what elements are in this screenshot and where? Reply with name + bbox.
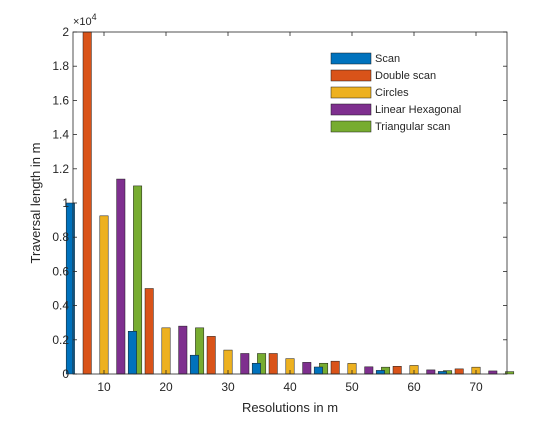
legend-label: Scan	[375, 53, 400, 65]
y-tick-label: 1.4	[52, 128, 69, 142]
x-axis-label: Resolutions in m	[242, 400, 338, 415]
bar-linear-hexagonal-50	[364, 366, 374, 375]
legend: Scan Double scan Circles Linear Hexagonal Tr…	[323, 47, 471, 138]
bar-linear-hexagonal-60	[426, 369, 436, 375]
bar-linear-hexagonal-70	[488, 370, 498, 375]
y-tick-label: 2	[62, 25, 69, 39]
y-tick-label: 0.6	[52, 264, 69, 278]
bar-double-scan-30	[206, 336, 216, 375]
x-tick-label: 20	[159, 380, 173, 394]
x-ticks: 10 20 30 40 50 60 70	[97, 32, 483, 394]
bar-double-scan-60	[392, 366, 402, 375]
bar-scan-60	[375, 370, 385, 375]
x-tick-label: 70	[469, 380, 483, 394]
bar-scan-40	[251, 362, 261, 375]
y-tick-label: 0	[62, 367, 69, 381]
bar-linear-hexagonal-40	[302, 362, 312, 375]
x-tick-label: 50	[345, 380, 359, 394]
legend-swatch	[330, 86, 372, 99]
bar-double-scan-70	[454, 368, 464, 375]
bar-double-scan-40	[268, 353, 278, 375]
bar-linear-hexagonal-30	[240, 353, 250, 375]
x-tick-label: 60	[407, 380, 421, 394]
bar-circles-10	[99, 215, 109, 375]
x-tick-label: 30	[221, 380, 235, 394]
bar-triangular-scan-70	[505, 371, 515, 375]
legend-swatch	[330, 120, 372, 133]
legend-swatch	[330, 52, 372, 65]
bar-scan-20	[127, 331, 137, 375]
y-tick-label: 1.8	[52, 59, 69, 73]
x-tick-label: 40	[283, 380, 297, 394]
y-tick-label: 0.2	[52, 333, 69, 347]
y-tick-label: 0.8	[52, 230, 69, 244]
y-tick-label: 0.4	[52, 299, 69, 313]
legend-label: Double scan	[375, 70, 436, 82]
legend-label: Linear Hexagonal	[375, 104, 461, 116]
x-tick-label: 10	[97, 380, 111, 394]
bar-scan-30	[189, 354, 199, 375]
legend-label: Circles	[375, 87, 409, 99]
bar-scan-10	[65, 202, 75, 375]
y-tick-label: 1	[62, 196, 69, 210]
bar-double-scan-20	[144, 288, 154, 375]
y-tick-label: 1.6	[52, 93, 69, 107]
legend-label: Triangular scan	[375, 121, 450, 133]
bar-linear-hexagonal-20	[178, 325, 188, 375]
legend-swatch	[330, 69, 372, 82]
bar-linear-hexagonal-10	[116, 178, 126, 375]
y-axis-label: Traversal length in m	[28, 143, 43, 264]
legend-swatch	[330, 103, 372, 116]
bar-circles-20	[161, 327, 171, 375]
y-exponent-label: ×104	[73, 12, 97, 28]
bar-double-scan-50	[330, 360, 340, 375]
y-ticks: 0 0.2 0.4 0.6 0.8 1 1.2 1.4 1.6 1.8 2	[52, 25, 507, 381]
bar-double-scan-10	[82, 31, 92, 375]
y-tick-label: 1.2	[52, 162, 69, 176]
bar-scan-50	[313, 366, 323, 375]
